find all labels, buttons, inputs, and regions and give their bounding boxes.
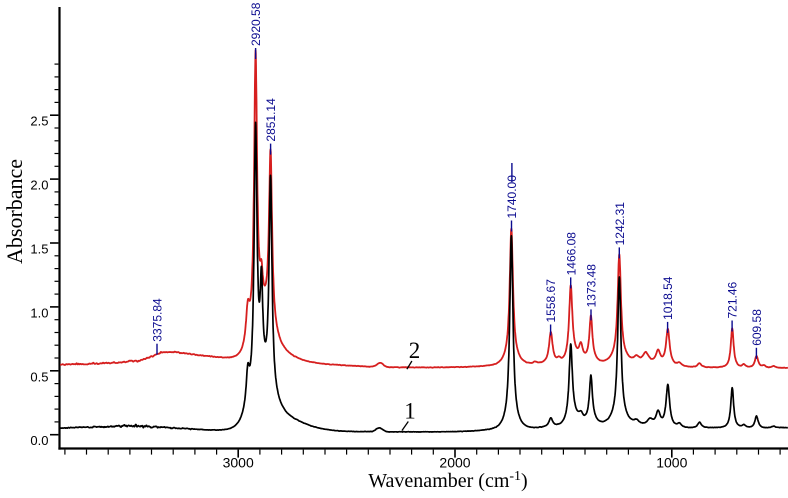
svg-text:1558.67: 1558.67 [544,279,558,323]
svg-text:1000: 1000 [656,455,687,471]
svg-text:3000: 3000 [223,455,254,471]
svg-text:609.58: 609.58 [750,309,764,346]
svg-text:1242.31: 1242.31 [613,202,627,246]
svg-text:2.0: 2.0 [30,178,48,193]
svg-text:2: 2 [409,338,421,363]
svg-text:1.0: 1.0 [30,305,48,320]
svg-text:1466.08: 1466.08 [564,232,578,276]
svg-text:0.0: 0.0 [30,433,48,448]
svg-text:0.5: 0.5 [30,369,48,384]
svg-text:1.5: 1.5 [30,242,48,257]
svg-text:2851.14: 2851.14 [264,98,278,142]
svg-text:1: 1 [404,399,416,424]
svg-text:2920.58: 2920.58 [249,2,263,46]
svg-text:Absorbance: Absorbance [2,159,27,264]
svg-text:Wavenamber (cm-1): Wavenamber (cm-1) [368,469,527,493]
svg-text:1740.00: 1740.00 [505,175,519,219]
svg-text:1373.48: 1373.48 [585,264,599,308]
svg-text:1018.54: 1018.54 [661,276,675,320]
svg-text:3375.84: 3375.84 [151,298,165,342]
svg-text:721.46: 721.46 [726,281,740,318]
svg-text:2.5: 2.5 [30,114,48,129]
svg-text:2000: 2000 [439,455,470,471]
